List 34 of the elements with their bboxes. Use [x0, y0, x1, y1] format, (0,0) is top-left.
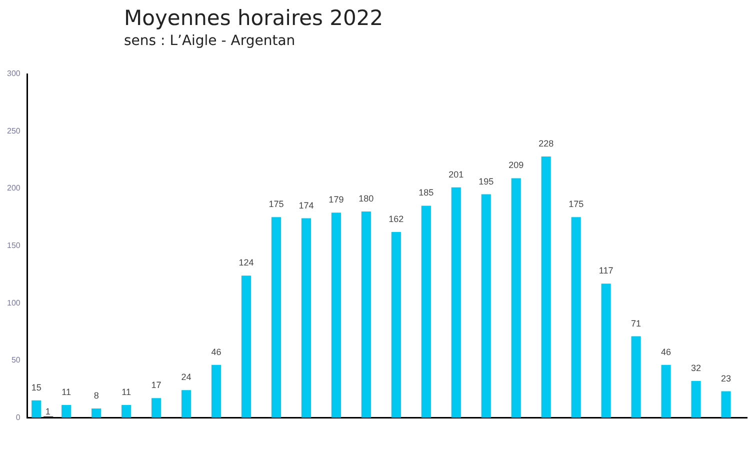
data-label: 228: [538, 138, 554, 148]
chart-title: Moyennes horaires 2022: [124, 6, 384, 30]
y-tick-label: 250: [6, 126, 21, 136]
data-label: 23: [721, 373, 732, 384]
y-tick-label: 0: [16, 412, 21, 422]
data-label: 209: [508, 160, 524, 170]
data-label: 174: [298, 200, 314, 210]
data-label: 195: [478, 176, 494, 186]
y-tick-label: 300: [6, 69, 21, 78]
data-label: 8: [94, 390, 99, 400]
data-label: 46: [661, 346, 672, 357]
chart-subtitle: sens : L’Aigle - Argentan: [124, 33, 296, 49]
data-label: 179: [328, 194, 344, 205]
data-label: 124: [238, 258, 254, 268]
data-label: 175: [268, 199, 284, 210]
data-label: 180: [358, 193, 374, 204]
y-tick-label: 200: [6, 184, 21, 193]
data-label: 162: [388, 214, 404, 224]
data-label: 71: [631, 318, 642, 328]
y-tick-label: 150: [6, 241, 21, 250]
y-tick-label: 100: [6, 298, 21, 308]
data-label: 15: [31, 382, 42, 392]
y-tick-label: 50: [11, 356, 21, 365]
data-label: 1: [45, 406, 50, 416]
data-label: 185: [418, 188, 434, 198]
data-label: 11: [122, 387, 131, 397]
data-label: 24: [181, 372, 192, 382]
data-label: 46: [211, 346, 222, 357]
data-label: 117: [598, 266, 614, 276]
data-label: 201: [448, 169, 464, 180]
data-label: 11: [62, 387, 71, 397]
data-label: 175: [568, 199, 584, 210]
data-label: 17: [151, 380, 162, 390]
data-label: 32: [691, 362, 702, 373]
